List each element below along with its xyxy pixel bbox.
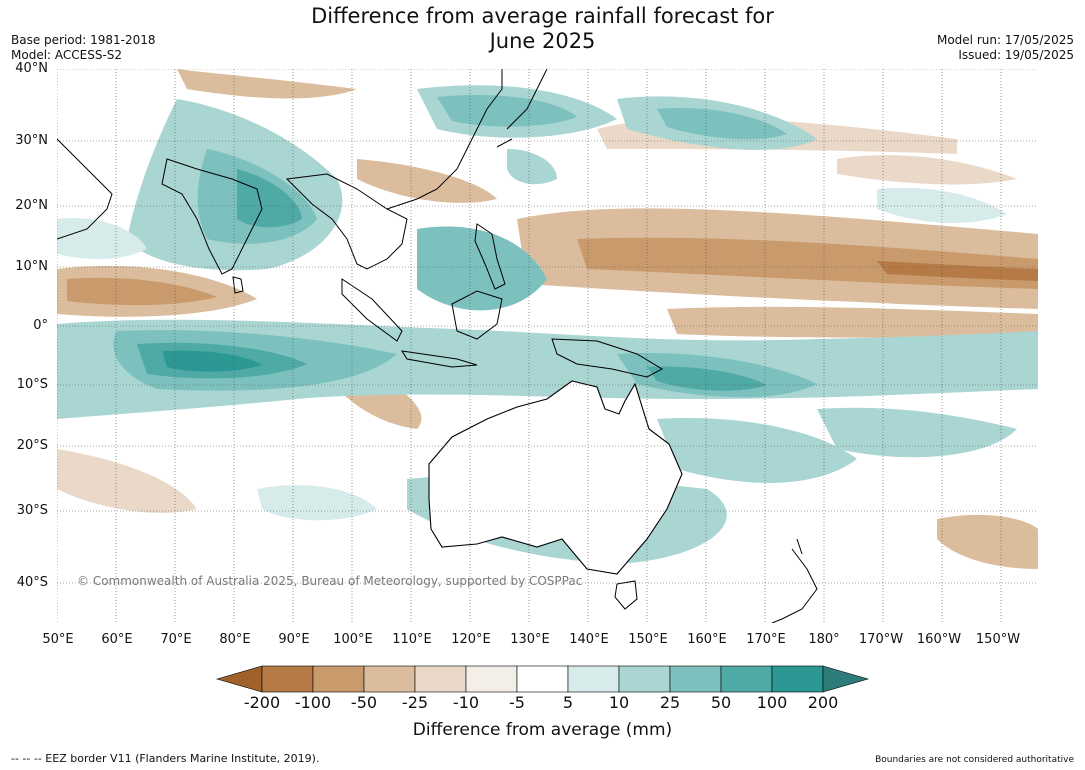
lon-label-180: 180° (808, 632, 840, 647)
rainfall-map (57, 69, 1038, 623)
sri-lanka-landmass (232, 276, 244, 294)
model-run: Model run: 17/05/2025 (936, 33, 1074, 47)
colorbar-segment (516, 665, 569, 693)
graticule (57, 69, 1038, 623)
lon-label-150e: 150°E (628, 632, 668, 647)
model-name: Model: ACCESS-S2 (11, 48, 123, 62)
java-landmass (401, 350, 478, 368)
copyright-notice: © Commonwealth of Australia 2025, Bureau… (77, 574, 583, 588)
lon-label-150w: 150°W (975, 632, 1021, 647)
sumatra-landmass (341, 278, 403, 342)
colorbar-tick: -100 (294, 693, 332, 712)
dry-anomaly-regions (57, 69, 1038, 569)
meta-left: Base period: 1981-2018 Model: ACCESS-S2 (11, 33, 156, 63)
lon-label-130e: 130°E (510, 632, 550, 647)
new-guinea-landmass (551, 338, 664, 378)
colorbar-extend-low (215, 665, 263, 693)
colorbar-segment (567, 665, 620, 693)
issued-date: Issued: 19/05/2025 (958, 48, 1074, 62)
lon-label-70e: 70°E (160, 632, 192, 647)
colorbar-segment (312, 665, 365, 693)
lon-label-170w: 170°W (858, 632, 904, 647)
colorbar-segment (669, 665, 722, 693)
lon-label-170e: 170°E (746, 632, 786, 647)
lon-label-60e: 60°E (101, 632, 133, 647)
base-period: Base period: 1981-2018 (11, 33, 156, 47)
chart-title: Difference from average rainfall forecas… (0, 4, 1085, 54)
arabia-coast (57, 138, 113, 240)
meta-right: Model run: 17/05/2025 Issued: 19/05/2025 (937, 33, 1074, 63)
colorbar-label: Difference from average (mm) (412, 720, 673, 740)
colorbar-segment (771, 665, 824, 693)
colorbar-segment (261, 665, 314, 693)
lon-label-90e: 90°E (278, 632, 310, 647)
lon-label-160e: 160°E (687, 632, 727, 647)
colorbar-extend-high (822, 665, 870, 693)
colorbar-tick: 5 (562, 693, 574, 712)
southeast-asia-landmass (285, 173, 408, 270)
title-line-2: June 2025 (489, 29, 596, 53)
colorbar-tick: -5 (509, 693, 525, 712)
colorbar-tick: -50 (350, 693, 378, 712)
colorbar-tick: 25 (659, 693, 681, 712)
lat-label-20s: 20°S (16, 438, 48, 453)
colorbar-segment (363, 665, 416, 693)
lat-label-10s: 10°S (16, 377, 48, 392)
lon-label-120e: 120°E (451, 632, 491, 647)
lon-label-140e: 140°E (569, 632, 609, 647)
lat-label-20n: 20°N (15, 198, 48, 213)
lon-label-100e: 100°E (333, 632, 373, 647)
colorbar-tick: -10 (452, 693, 480, 712)
lon-label-80e: 80°E (219, 632, 251, 647)
lon-label-110e: 110°E (392, 632, 432, 647)
india-landmass (161, 158, 263, 275)
lat-label-30n: 30°N (15, 133, 48, 148)
colorbar-tick: 50 (710, 693, 732, 712)
australia-landmass (428, 380, 683, 575)
colorbar-segment (618, 665, 671, 693)
eez-note: -- -- -- EEZ border V11 (Flanders Marine… (11, 752, 320, 765)
colorbar-segment (465, 665, 518, 693)
lat-label-10n: 10°N (15, 259, 48, 274)
philippines-landmass (474, 223, 506, 290)
colorbar-tick: 100 (756, 693, 788, 712)
east-asia-coast (386, 69, 503, 210)
map-canvas (57, 69, 1038, 623)
colorbar-tick: 10 (608, 693, 630, 712)
lat-label-40s: 40°S (16, 575, 48, 590)
title-line-1: Difference from average rainfall forecas… (311, 4, 774, 28)
lon-label-160w: 160°W (916, 632, 962, 647)
colorbar-tick: 200 (807, 693, 839, 712)
new-zealand-landmass (771, 538, 818, 623)
colorbar-segment (720, 665, 773, 693)
borneo-landmass (451, 290, 503, 340)
tasmania-landmass (614, 580, 638, 610)
lon-label-50e: 50°E (42, 632, 74, 647)
boundaries-note: Boundaries are not considered authoritat… (875, 755, 1074, 765)
colorbar-tick: -200 (243, 693, 281, 712)
colorbar-segment (414, 665, 467, 693)
lat-label-30s: 30°S (16, 503, 48, 518)
colorbar (215, 665, 870, 693)
japan-landmass (496, 69, 548, 148)
lat-label-40n: 40°N (15, 61, 48, 76)
lat-label-equator: 0° (33, 318, 48, 333)
colorbar-tick: -25 (401, 693, 429, 712)
